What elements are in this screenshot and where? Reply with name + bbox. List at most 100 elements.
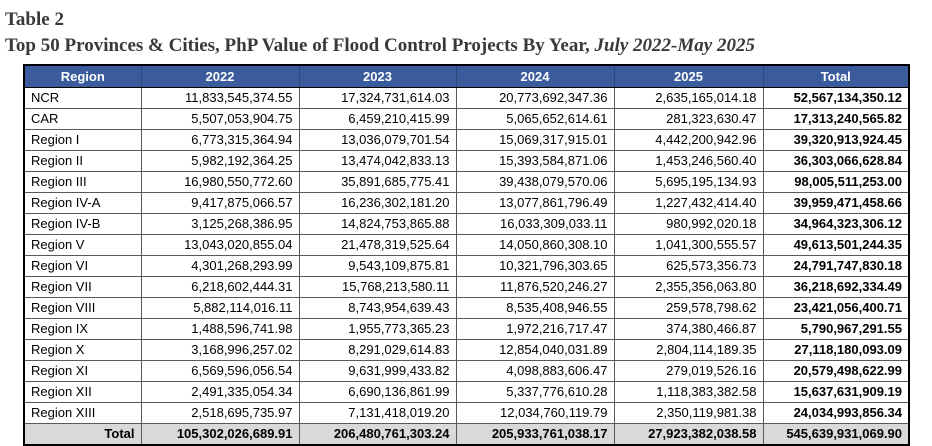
value-cell: 9,417,875,066.57: [140, 192, 300, 215]
column-header-total: Total: [762, 64, 910, 89]
column-header-2022: 2022: [140, 64, 300, 89]
value-cell: 5,882,114,016.11: [140, 297, 300, 320]
total-row: Total 105,302,026,689.91 206,480,761,303…: [23, 423, 910, 446]
value-cell: 9,543,109,875.81: [298, 255, 457, 278]
row-total-cell: 52,567,134,350.12: [762, 87, 910, 110]
region-cell: Region XIII: [23, 402, 142, 425]
value-cell: 2,355,356,063.80: [613, 276, 764, 299]
row-total-cell: 27,118,180,093.09: [762, 339, 910, 362]
value-cell: 980,992,020.18: [613, 213, 764, 236]
row-total-cell: 17,313,240,565.82: [762, 108, 910, 131]
row-total-cell: 98,005,511,253.00: [762, 171, 910, 194]
value-cell: 9,631,999,433.82: [298, 360, 457, 383]
value-cell: 2,804,114,189.35: [613, 339, 764, 362]
value-cell: 1,955,773,365.23: [298, 318, 457, 341]
value-cell: 5,065,652,614.61: [455, 108, 615, 131]
value-cell: 14,050,860,308.10: [455, 234, 615, 257]
value-cell: 5,695,195,134.93: [613, 171, 764, 194]
total-2024-cell: 205,933,761,038.17: [455, 423, 615, 446]
table-row: Region IX 1,488,596,741.98 1,955,773,365.2…: [23, 318, 910, 341]
table-row: Region VII 6,218,602,444.31 15,768,213,580…: [23, 276, 910, 299]
table-row: Region XII 2,491,335,054.34 6,690,136,861.…: [23, 381, 910, 404]
region-cell: Region I: [23, 129, 142, 152]
value-cell: 7,131,418,019.20: [298, 402, 457, 425]
table-subtitle: Top 50 Provinces & Cities, PhP Value of …: [5, 33, 932, 59]
value-cell: 35,891,685,775.41: [298, 171, 457, 194]
value-cell: 3,168,996,257.02: [140, 339, 300, 362]
value-cell: 4,301,268,293.99: [140, 255, 300, 278]
value-cell: 16,980,550,772.60: [140, 171, 300, 194]
total-2025-cell: 27,923,382,038.58: [613, 423, 764, 446]
region-cell: Region IX: [23, 318, 142, 341]
row-total-cell: 23,421,056,400.71: [762, 297, 910, 320]
table-row: Region II 5,982,192,364.25 13,474,042,833.…: [23, 150, 910, 173]
region-cell: Region II: [23, 150, 142, 173]
value-cell: 6,569,596,056.54: [140, 360, 300, 383]
subtitle-main: Top 50 Provinces & Cities, PhP Value of …: [5, 34, 595, 56]
value-cell: 5,337,776,610.28: [455, 381, 615, 404]
value-cell: 15,768,213,580.11: [298, 276, 457, 299]
value-cell: 6,218,602,444.31: [140, 276, 300, 299]
document-page: { "title": "Table 2", "subtitle": { "mai…: [0, 7, 932, 446]
value-cell: 13,043,020,855.04: [140, 234, 300, 257]
value-cell: 16,236,302,181.20: [298, 192, 457, 215]
value-cell: 13,077,861,796.49: [455, 192, 615, 215]
value-cell: 15,393,584,871.06: [455, 150, 615, 173]
row-total-cell: 36,303,066,628.84: [762, 150, 910, 173]
region-cell: Region XII: [23, 381, 142, 404]
region-cell: Region VII: [23, 276, 142, 299]
value-cell: 2,491,335,054.34: [140, 381, 300, 404]
region-cell: CAR: [23, 108, 142, 131]
column-header-2024: 2024: [455, 64, 615, 89]
value-cell: 21,478,319,525.64: [298, 234, 457, 257]
region-cell: Region VI: [23, 255, 142, 278]
table-row: Region I 6,773,315,364.94 13,036,079,701.5…: [23, 129, 910, 152]
value-cell: 8,291,029,614.83: [298, 339, 457, 362]
row-total-cell: 49,613,501,244.35: [762, 234, 910, 257]
value-cell: 259,578,798.62: [613, 297, 764, 320]
value-cell: 1,118,383,382.58: [613, 381, 764, 404]
value-cell: 15,069,317,915.01: [455, 129, 615, 152]
region-cell: Region XI: [23, 360, 142, 383]
row-total-cell: 24,034,993,856.34: [762, 402, 910, 425]
table-row: Region IV-A 9,417,875,066.57 16,236,302,18…: [23, 192, 910, 215]
value-cell: 1,227,432,414.40: [613, 192, 764, 215]
header-row: Region 2022 2023 2024 2025 Total: [23, 64, 910, 89]
value-cell: 1,453,246,560.40: [613, 150, 764, 173]
value-cell: 8,535,408,946.55: [455, 297, 615, 320]
grand-total-cell: 545,639,931,069.90: [762, 423, 910, 446]
region-cell: Region III: [23, 171, 142, 194]
region-cell: Region V: [23, 234, 142, 257]
table-row: CAR 5,507,053,904.75 6,459,210,415.99 5,065…: [23, 108, 910, 131]
value-cell: 2,518,695,735.97: [140, 402, 300, 425]
table-row: Region VIII 5,882,114,016.11 8,743,954,639…: [23, 297, 910, 320]
table-number-title: Table 2: [5, 9, 64, 30]
value-cell: 13,036,079,701.54: [298, 129, 457, 152]
row-total-cell: 5,790,967,291.55: [762, 318, 910, 341]
value-cell: 11,833,545,374.55: [140, 87, 300, 110]
table-row: Region V 13,043,020,855.04 21,478,319,525.…: [23, 234, 910, 257]
value-cell: 13,474,042,833.13: [298, 150, 457, 173]
flood-control-projects-table: Region 2022 2023 2024 2025 Total NCR 11,8…: [23, 64, 910, 446]
value-cell: 11,876,520,246.27: [455, 276, 615, 299]
region-cell: NCR: [23, 87, 142, 110]
value-cell: 1,488,596,741.98: [140, 318, 300, 341]
table-row: Region XIII 2,518,695,735.97 7,131,418,019…: [23, 402, 910, 425]
table-row: Region X 3,168,996,257.02 8,291,029,614.83…: [23, 339, 910, 362]
value-cell: 12,854,040,031.89: [455, 339, 615, 362]
table-row: NCR 11,833,545,374.55 17,324,731,614.03 20,…: [23, 87, 910, 110]
value-cell: 5,982,192,364.25: [140, 150, 300, 173]
total-row-label: Total: [23, 423, 142, 446]
total-2022-cell: 105,302,026,689.91: [140, 423, 300, 446]
value-cell: 625,573,356.73: [613, 255, 764, 278]
value-cell: 6,459,210,415.99: [298, 108, 457, 131]
row-total-cell: 15,637,631,909.19: [762, 381, 910, 404]
row-total-cell: 34,964,323,306.12: [762, 213, 910, 236]
value-cell: 3,125,268,386.95: [140, 213, 300, 236]
row-total-cell: 39,959,471,458.66: [762, 192, 910, 215]
value-cell: 17,324,731,614.03: [298, 87, 457, 110]
value-cell: 8,743,954,639.43: [298, 297, 457, 320]
region-cell: Region IV-A: [23, 192, 142, 215]
value-cell: 374,380,466.87: [613, 318, 764, 341]
region-cell: Region IV-B: [23, 213, 142, 236]
